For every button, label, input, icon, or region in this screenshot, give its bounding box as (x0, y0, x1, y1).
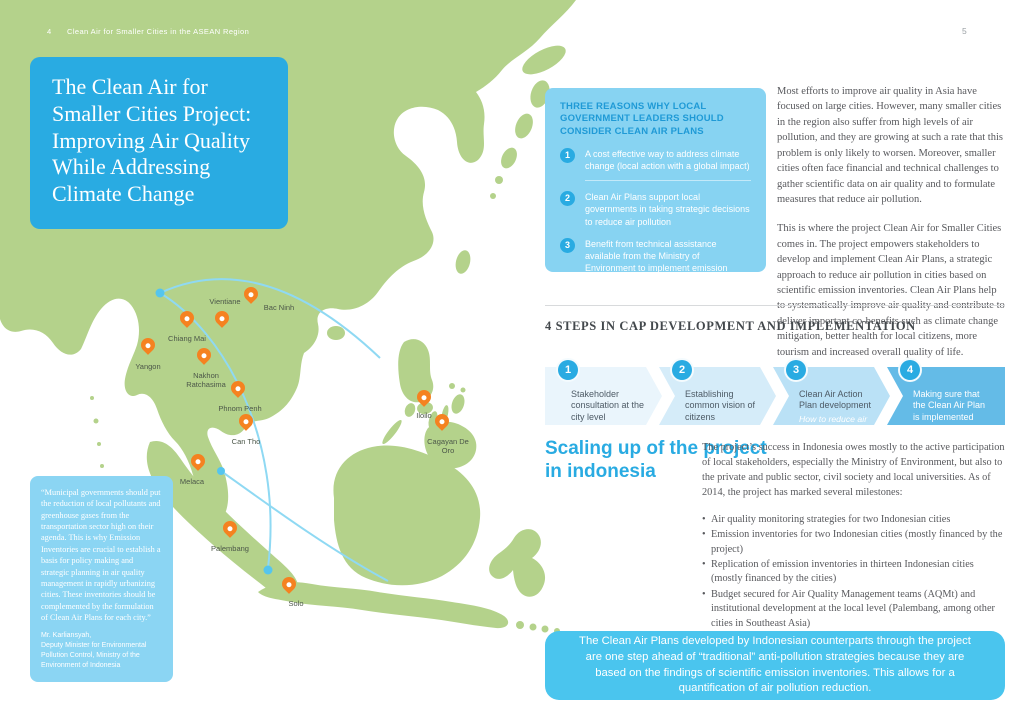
city-label: Chiang Mai (168, 334, 206, 343)
city-label: Bac Ninh (263, 303, 295, 312)
city-label: Phnom Penh (218, 404, 262, 413)
running-header: Clean Air for Smaller Cities in the ASEA… (67, 27, 250, 36)
scaling-intro: The project’s success in Indonesia owes … (702, 442, 1005, 498)
city-label: Cagayan De Oro (427, 437, 469, 455)
quote-attribution-name: Mr. Karliansyah, (41, 632, 92, 640)
intro-paragraph: Most efforts to improve air quality in A… (777, 86, 1003, 205)
title-line: While Addressing (52, 154, 211, 180)
milestone-item: Budget secured for Air Quality Managemen… (702, 588, 1005, 631)
step-number-badge: 3 (784, 358, 808, 382)
milestone-item: Replication of emission inventories in t… (702, 558, 1005, 587)
divider (545, 305, 1005, 306)
left-page-number: 4 (47, 27, 52, 36)
scaling-heading: Scaling up of the project in indonesia (545, 438, 767, 483)
city-label: Can Tho (231, 437, 261, 446)
step-number-badge: 2 (670, 358, 694, 382)
right-page-number: 5 (962, 26, 967, 36)
three-reasons-panel: THREE REASONS WHY LOCAL GOVERNMENT LEADE… (545, 88, 766, 272)
flight-line-dots (155, 288, 273, 575)
callout-text: The Clean Air Plans developed by Indones… (579, 634, 971, 695)
city-label: Nakhon Ratchasima (186, 371, 226, 389)
city-label: Yangon (135, 362, 161, 371)
step-number-badge: 4 (898, 358, 922, 382)
step-number-badge: 1 (556, 358, 580, 382)
intro-paragraph: This is where the project Clean Air for … (777, 223, 1005, 358)
reason-item: 1 A cost effective way to address climat… (560, 148, 751, 172)
title-line: The Clean Air for (52, 74, 208, 99)
milestone-item: Emission inventories for two Indonesian … (702, 528, 1005, 557)
milestone-item: Air quality monitoring strategies for tw… (702, 513, 1005, 528)
title-line: Smaller Cities Project: (52, 100, 252, 126)
quote-attribution-role: Deputy Minister for Environmental Pollut… (41, 642, 147, 669)
reason-item: 2 Clean Air Plans support local governme… (560, 191, 751, 227)
reason-number-badge: 1 (560, 148, 575, 164)
city-label: Vientiane (209, 297, 241, 306)
city-label: Melaca (179, 477, 205, 486)
reason-item: 3 Benefit from technical assistance avai… (560, 237, 751, 272)
callout-banner: The Clean Air Plans developed by Indones… (545, 631, 1005, 700)
city-label: Iloilo (416, 411, 432, 420)
quote-text: “Municipal governments should put the re… (41, 488, 161, 622)
divider (585, 180, 751, 182)
title-line: Improving Air Quality (52, 127, 250, 153)
quote-box: “Municipal governments should put the re… (30, 476, 173, 682)
city-label: Palembang (211, 544, 249, 553)
title-box: The Clean Air for Smaller Cities Project… (30, 57, 288, 229)
city-label: Solo (288, 599, 304, 608)
reason-number-badge: 2 (560, 191, 575, 207)
reason-number-badge: 3 (560, 237, 575, 253)
title-line: Climate Change (52, 181, 195, 207)
step-chevron: Clean Air Action Plan development How to… (773, 367, 890, 425)
steps-section-heading: 4 STEPS IN CAP DEVELOPMENT AND IMPLEMENT… (545, 319, 916, 333)
three-reasons-heading: THREE REASONS WHY LOCAL GOVERNMENT LEADE… (560, 101, 724, 137)
